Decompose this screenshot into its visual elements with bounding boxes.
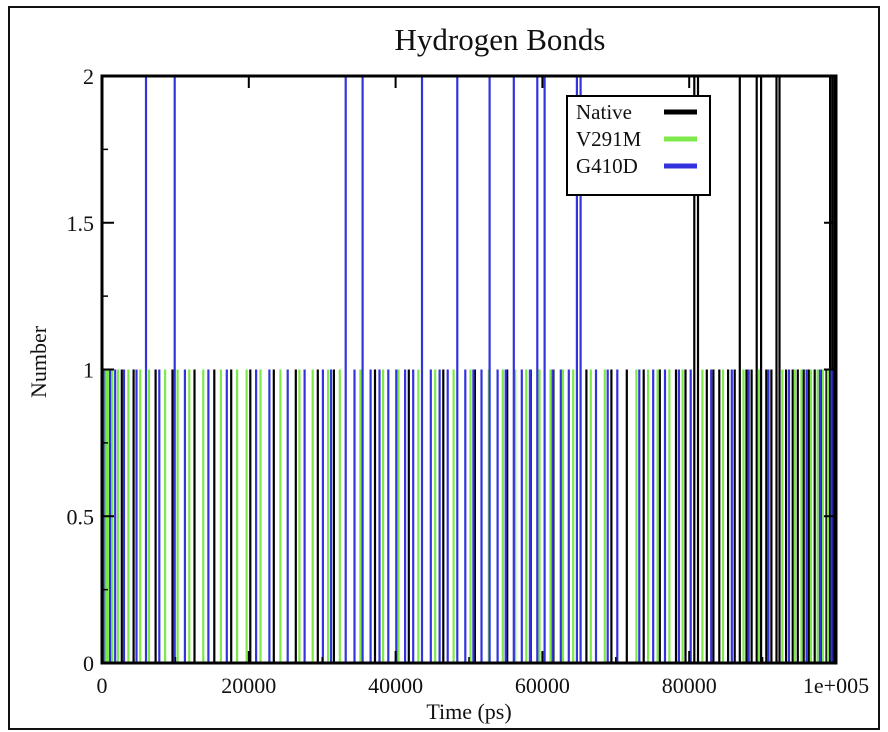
- y-tick-label: 0.5: [67, 504, 95, 529]
- y-tick-label: 1.5: [67, 211, 95, 236]
- y-axis-label: Number: [26, 325, 51, 398]
- legend-label-native: Native: [576, 100, 632, 124]
- y-tick-label: 0: [83, 651, 94, 676]
- series-layer: [101, 76, 836, 663]
- plot-area: [102, 76, 836, 663]
- x-tick-label: 80000: [662, 673, 717, 698]
- y-tick-label: 1: [83, 358, 94, 383]
- chart-title: Hydrogen Bonds: [395, 22, 606, 57]
- ticks-layer: 0 20000 40000 60000 80000 1e+005 0 0.5 1 1.5 2: [67, 64, 870, 698]
- x-tick-label: 60000: [515, 673, 570, 698]
- legend: Native V291M G410D: [566, 95, 711, 196]
- x-axis-label: Time (ps): [426, 699, 511, 724]
- x-tick-label: 0: [97, 673, 108, 698]
- x-tick-label: 1e+005: [803, 673, 869, 698]
- x-tick-label: 40000: [368, 673, 423, 698]
- y-tick-label: 2: [83, 64, 94, 89]
- series-g410d: [102, 76, 833, 663]
- legend-label-g410d: G410D: [576, 154, 638, 178]
- legend-label-v291m: V291M: [576, 127, 642, 151]
- plot-background: [102, 76, 836, 663]
- x-tick-label: 20000: [221, 673, 276, 698]
- legend-items: Native V291M G410D: [576, 100, 697, 178]
